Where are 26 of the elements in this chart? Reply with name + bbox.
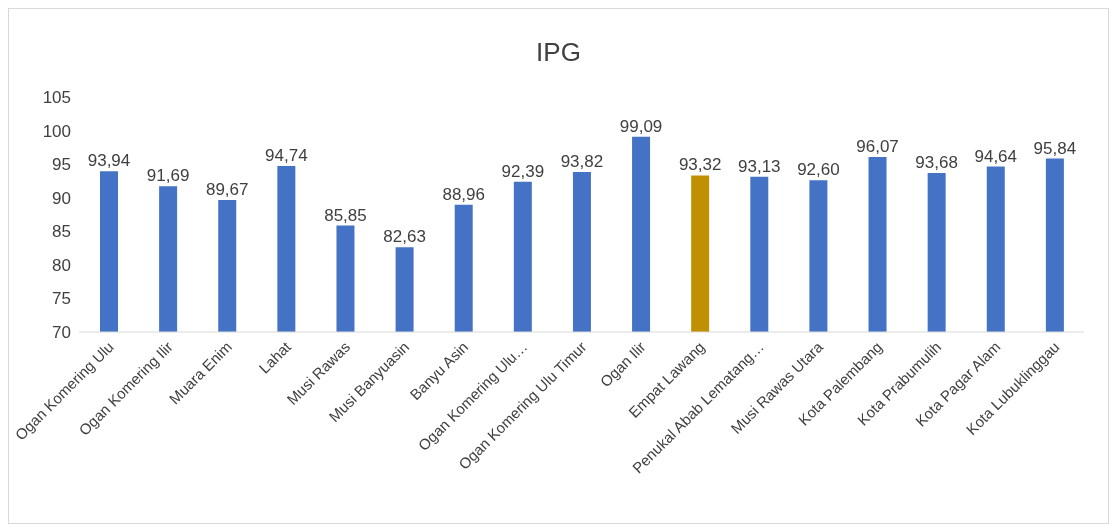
data-label: 93,68 <box>915 153 958 173</box>
y-tick-label: 90 <box>52 188 71 208</box>
y-tick-label: 100 <box>42 121 71 141</box>
data-label: 95,84 <box>1033 138 1077 158</box>
data-label: 89,67 <box>205 179 249 199</box>
data-label: 88,96 <box>442 184 485 204</box>
y-tick-label: 70 <box>52 323 71 343</box>
data-label: 96,07 <box>856 136 899 156</box>
y-tick-label: 95 <box>52 155 71 175</box>
data-label: 99,09 <box>619 116 663 136</box>
y-tick-label: 105 <box>42 88 71 108</box>
data-label: 93,32 <box>678 155 722 175</box>
data-label: 94,64 <box>974 146 1018 166</box>
data-label: 93,13 <box>738 156 781 176</box>
data-label: 93,94 <box>87 151 131 171</box>
data-label: 92,60 <box>797 160 840 180</box>
y-tick-label: 80 <box>52 255 71 275</box>
data-label: 94,74 <box>265 145 308 165</box>
chart-title: IPG <box>535 36 582 69</box>
data-label: 92,39 <box>501 161 545 181</box>
data-label: 93,82 <box>560 152 604 172</box>
data-label: 91,69 <box>146 166 190 186</box>
data-label: 82,63 <box>383 227 426 247</box>
data-label: 85,85 <box>324 205 367 225</box>
y-tick-label: 75 <box>52 289 71 309</box>
y-tick-label: 85 <box>52 222 71 242</box>
